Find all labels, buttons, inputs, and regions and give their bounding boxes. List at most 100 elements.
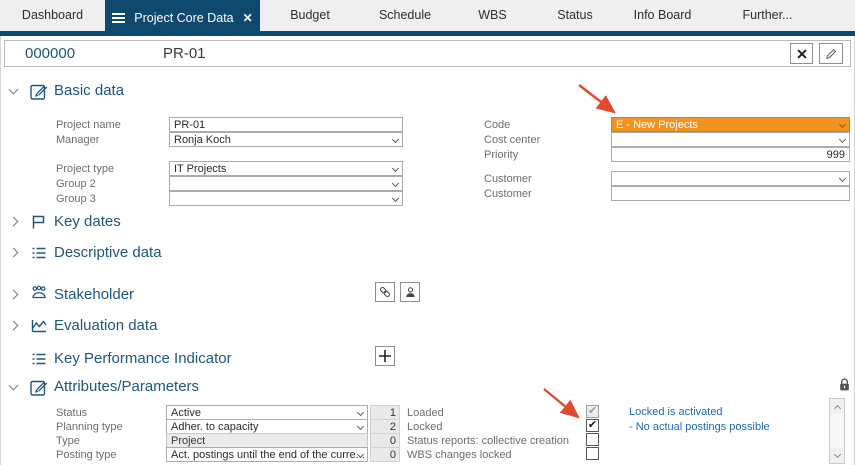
code-select[interactable]: E - New Projects xyxy=(611,117,850,132)
type-readonly-field: Project xyxy=(166,433,368,448)
section-evaluation-data[interactable]: Evaluation data xyxy=(1,316,855,336)
chevron-down-icon xyxy=(838,135,847,144)
list-icon xyxy=(30,244,48,262)
link-stakeholder-button[interactable] xyxy=(375,282,395,302)
lock-icon xyxy=(837,376,852,398)
people-group-icon xyxy=(30,284,48,302)
area-chart-icon xyxy=(30,317,48,335)
lock-note-line2: - No actual postings possible xyxy=(629,421,770,433)
field-label: Project name xyxy=(56,119,121,131)
planning-type-count: 2 xyxy=(370,419,400,434)
lock-note-line1: Locked is activated xyxy=(629,406,723,418)
field-label: Priority xyxy=(484,149,519,161)
chevron-down-icon xyxy=(391,164,400,173)
tab-status[interactable]: Status xyxy=(557,8,593,22)
close-button[interactable] xyxy=(790,43,813,64)
field-label: Type xyxy=(56,435,80,447)
checkbox-label: WBS changes locked xyxy=(407,449,512,461)
cost-center-select[interactable] xyxy=(611,132,850,147)
section-key-dates[interactable]: Key dates xyxy=(1,212,855,232)
group3-select[interactable] xyxy=(169,191,403,206)
tab-further[interactable]: Further... xyxy=(742,8,793,22)
tab-label: Project Core Data xyxy=(134,11,234,25)
field-label: Cost center xyxy=(484,134,541,146)
field-label: Customer xyxy=(484,173,532,185)
add-kpi-button[interactable] xyxy=(375,346,395,366)
flag-icon xyxy=(30,213,48,231)
wbs-changes-locked-checkbox[interactable] xyxy=(586,447,599,460)
manager-select[interactable]: Ronja Koch xyxy=(169,132,403,147)
chevron-down-icon xyxy=(356,408,365,417)
close-tab-icon[interactable]: ✕ xyxy=(242,11,253,25)
scroll-up-button[interactable] xyxy=(830,399,844,414)
section-descriptive-data[interactable]: Descriptive data xyxy=(1,243,855,263)
content-area: 000000 PR-01 Basic data Project name PR-… xyxy=(0,36,855,465)
tab-budget[interactable]: Budget xyxy=(290,8,330,22)
expand-chevron-icon[interactable] xyxy=(8,320,19,331)
expand-chevron-icon[interactable] xyxy=(8,289,19,300)
list-icon xyxy=(30,350,48,368)
section-attributes-parameters-header[interactable]: Attributes/Parameters xyxy=(1,376,855,398)
collapse-chevron-icon[interactable] xyxy=(8,380,19,391)
scroll-down-button[interactable] xyxy=(830,448,844,463)
project-number: 000000 xyxy=(25,45,76,62)
project-header-bar: 000000 PR-01 xyxy=(4,40,851,67)
tab-wbs[interactable]: WBS xyxy=(478,8,507,22)
edit-section-icon xyxy=(29,81,49,101)
close-x-icon xyxy=(796,48,807,59)
expand-chevron-icon[interactable] xyxy=(8,216,19,227)
project-name-header: PR-01 xyxy=(163,45,206,62)
chevron-down-icon xyxy=(391,194,400,203)
section-title: Evaluation data xyxy=(54,317,158,334)
section-title: Basic data xyxy=(54,82,125,99)
field-label: Planning type xyxy=(56,421,123,433)
section-title: Stakeholder xyxy=(54,286,135,303)
field-label: Status xyxy=(56,407,88,419)
hamburger-menu-icon[interactable] xyxy=(112,11,126,25)
chevron-down-icon xyxy=(391,179,400,188)
vertical-scrollbar[interactable] xyxy=(829,398,845,464)
person-icon xyxy=(405,286,415,297)
planning-type-select[interactable]: Adher. to capacity xyxy=(166,419,368,434)
status-reports-checkbox[interactable] xyxy=(586,433,599,446)
field-label: Customer xyxy=(484,188,532,200)
plus-icon xyxy=(379,350,391,362)
tab-bar-underline xyxy=(0,31,855,36)
loaded-checkbox xyxy=(586,405,599,418)
section-key-performance-indicator[interactable]: Key Performance Indicator xyxy=(1,348,855,370)
customer-select[interactable] xyxy=(611,171,850,186)
posting-type-select[interactable]: Act. postings until the end of the curre… xyxy=(166,447,368,462)
project-type-select[interactable]: IT Projects xyxy=(169,161,403,176)
chevron-up-icon xyxy=(833,404,841,412)
chevron-down-icon xyxy=(391,135,400,144)
edit-button[interactable] xyxy=(819,43,843,64)
section-basic-data-header[interactable]: Basic data xyxy=(1,80,855,102)
checkbox-label: Locked xyxy=(407,421,443,433)
add-person-button[interactable] xyxy=(400,282,420,302)
section-title: Attributes/Parameters xyxy=(54,378,200,395)
type-count: 0 xyxy=(370,433,400,448)
customer-input[interactable] xyxy=(611,186,850,201)
tab-dashboard[interactable]: Dashboard xyxy=(21,8,84,22)
field-label: Project type xyxy=(56,163,115,175)
collapse-chevron-icon[interactable] xyxy=(8,84,19,95)
field-label: Posting type xyxy=(56,449,117,461)
section-title: Descriptive data xyxy=(54,244,162,261)
tab-schedule[interactable]: Schedule xyxy=(378,8,432,22)
section-stakeholder[interactable]: Stakeholder xyxy=(1,284,855,306)
group2-select[interactable] xyxy=(169,176,403,191)
section-title: Key Performance Indicator xyxy=(54,350,232,367)
status-select[interactable]: Active xyxy=(166,405,368,420)
status-count: 1 xyxy=(370,405,400,420)
expand-chevron-icon[interactable] xyxy=(8,247,19,258)
chevron-down-icon xyxy=(356,422,365,431)
tab-info-board[interactable]: Info Board xyxy=(633,8,692,22)
edit-section-icon xyxy=(29,377,49,397)
pencil-icon xyxy=(826,48,837,59)
priority-input[interactable]: 999 xyxy=(611,147,850,162)
chevron-down-icon xyxy=(838,174,847,183)
locked-checkbox[interactable] xyxy=(586,419,599,432)
field-label: Group 3 xyxy=(56,193,96,205)
tab-project-core-data[interactable]: Project Core Data ✕ xyxy=(105,0,260,36)
project-name-input[interactable]: PR-01 xyxy=(169,117,403,132)
